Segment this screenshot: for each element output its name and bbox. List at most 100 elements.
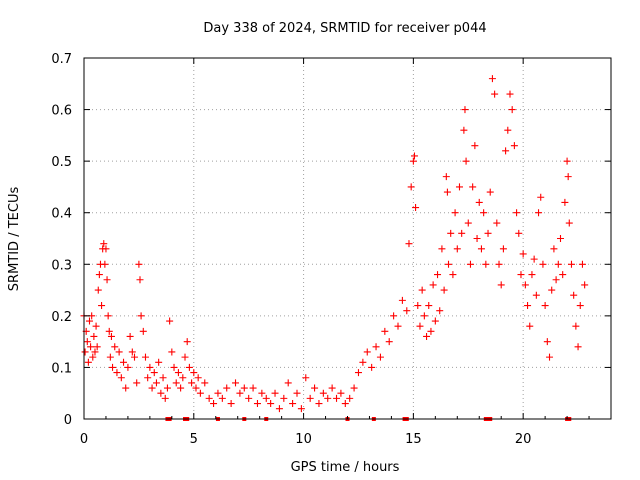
data-point <box>172 379 180 387</box>
data-point <box>541 302 549 310</box>
data-point <box>363 348 371 356</box>
y-tick-label: 0.3 <box>51 258 72 273</box>
data-point <box>554 260 562 268</box>
data-point <box>258 389 266 397</box>
data-point <box>574 343 582 351</box>
data-point <box>107 332 115 340</box>
data-point <box>425 302 433 310</box>
data-point <box>100 240 108 248</box>
data-point <box>120 358 128 366</box>
data-point <box>350 384 358 392</box>
data-point <box>548 286 556 294</box>
data-point <box>453 245 461 253</box>
data-point <box>532 291 540 299</box>
data-point <box>106 353 114 361</box>
data-point <box>94 286 102 294</box>
data-point <box>245 394 253 402</box>
data-point <box>126 332 134 340</box>
data-point <box>163 384 171 392</box>
data-point <box>414 302 422 310</box>
data-point <box>495 260 503 268</box>
data-point <box>161 394 169 402</box>
data-point <box>205 394 213 402</box>
data-point <box>412 204 420 212</box>
data-point <box>95 271 103 279</box>
data-point <box>462 157 470 165</box>
data-point <box>103 276 111 284</box>
data-point <box>475 198 483 206</box>
axis-ticks <box>83 57 611 420</box>
data-point <box>135 260 143 268</box>
data-point <box>253 400 261 408</box>
data-point <box>482 260 490 268</box>
data-point <box>181 353 189 361</box>
data-point <box>504 126 512 134</box>
data-point <box>152 379 160 387</box>
data-point <box>506 90 514 98</box>
data-point <box>565 219 573 227</box>
data-point <box>434 271 442 279</box>
data-point <box>528 271 536 279</box>
data-point <box>249 384 257 392</box>
data-point <box>431 317 439 325</box>
data-point <box>567 260 575 268</box>
data-point <box>232 379 240 387</box>
data-point <box>113 369 121 377</box>
data-point <box>91 348 99 356</box>
data-point <box>150 369 158 377</box>
data-point <box>289 400 297 408</box>
data-point <box>333 394 341 402</box>
data-point <box>576 302 584 310</box>
data-point <box>438 245 446 253</box>
data-point <box>170 363 178 371</box>
data-point <box>440 286 448 294</box>
y-tick-label: 0.6 <box>51 104 72 119</box>
data-point <box>556 235 564 242</box>
data-point <box>559 271 567 279</box>
chart-title: Day 338 of 2024, SRMTID for receiver p04… <box>203 21 486 36</box>
data-point <box>513 209 521 217</box>
data-point <box>451 209 459 217</box>
data-point <box>466 260 474 268</box>
data-point <box>429 281 437 289</box>
data-point <box>354 369 362 377</box>
data-point <box>168 348 176 356</box>
data-point <box>115 348 123 356</box>
data-point <box>460 126 468 134</box>
data-point <box>297 405 305 413</box>
data-point <box>410 152 418 160</box>
data-point <box>124 363 132 371</box>
data-point <box>141 353 149 361</box>
data-point <box>159 374 167 382</box>
data-point <box>341 400 349 408</box>
y-tick-label: 0.2 <box>51 310 72 325</box>
data-point <box>449 271 457 279</box>
data-point <box>105 327 113 335</box>
data-point <box>104 312 112 320</box>
data-point <box>89 353 97 361</box>
data-point <box>398 296 406 304</box>
y-tick-label: 0.4 <box>51 207 72 222</box>
data-point <box>227 400 235 408</box>
x-tick-label: 20 <box>515 432 532 447</box>
data-point <box>493 219 501 227</box>
data-point <box>526 322 534 330</box>
data-point <box>455 183 463 191</box>
data-point <box>155 358 163 366</box>
data-point <box>87 343 95 351</box>
data-point <box>488 75 496 83</box>
data-point <box>519 250 527 258</box>
data-point <box>157 389 165 397</box>
data-point <box>192 384 200 392</box>
data-point <box>284 379 292 387</box>
data-point <box>311 384 319 392</box>
data-point <box>111 343 119 351</box>
data-point <box>328 384 336 392</box>
data-point <box>122 384 130 392</box>
data-point <box>83 338 91 346</box>
data-point <box>515 229 523 237</box>
data-point <box>376 353 384 361</box>
data-point <box>530 255 538 263</box>
data-point <box>98 302 106 310</box>
data-point <box>359 358 367 366</box>
